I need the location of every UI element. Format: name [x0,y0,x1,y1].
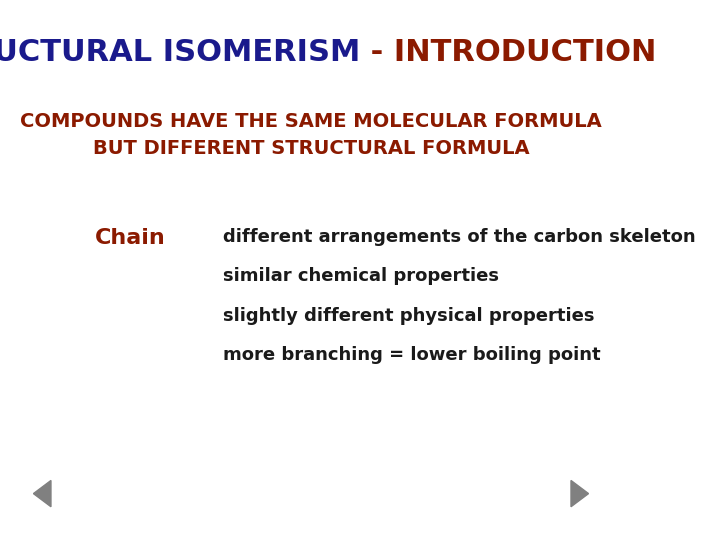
Text: - INTRODUCTION: - INTRODUCTION [360,38,657,67]
Text: different arrangements of the carbon skeleton: different arrangements of the carbon ske… [223,228,696,246]
Text: STRUCTURAL ISOMERISM: STRUCTURAL ISOMERISM [0,38,360,67]
Text: similar chemical properties: similar chemical properties [223,267,500,285]
Text: Chain: Chain [95,228,166,248]
Text: COMPOUNDS HAVE THE SAME MOLECULAR FORMULA
BUT DIFFERENT STRUCTURAL FORMULA: COMPOUNDS HAVE THE SAME MOLECULAR FORMUL… [20,112,602,158]
Polygon shape [33,481,51,507]
Text: more branching = lower boiling point: more branching = lower boiling point [223,346,601,364]
Polygon shape [571,481,588,507]
Text: slightly different physical properties: slightly different physical properties [223,307,595,325]
